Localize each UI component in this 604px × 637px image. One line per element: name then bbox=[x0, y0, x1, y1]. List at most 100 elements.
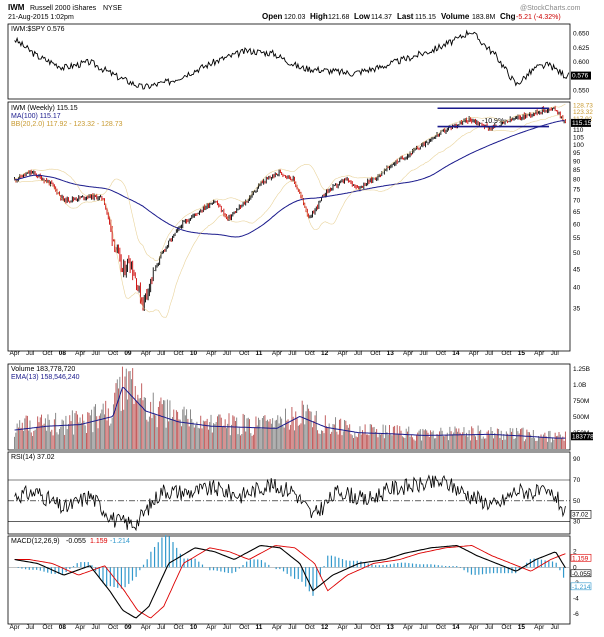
price-last-value: 115.15 bbox=[572, 120, 592, 127]
price-tick-11: 60 bbox=[573, 222, 581, 229]
rsi-tick-3: 30 bbox=[573, 519, 581, 526]
x-axis-label-bottom: Apr bbox=[206, 624, 217, 631]
x-axis-label-bottom: Oct bbox=[501, 624, 511, 631]
x-axis-label-bottom: Jul bbox=[485, 624, 494, 631]
bb-legend: BB(20,2.0) 117.92 - 123.32 - 128.73 bbox=[11, 121, 123, 128]
x-axis-label-bottom: Jul bbox=[551, 624, 560, 631]
x-axis-label-bottom: Apr bbox=[403, 624, 414, 631]
x-axis-label-mid: Apr bbox=[403, 350, 414, 357]
x-axis-label-mid: 11 bbox=[255, 350, 262, 357]
x-axis-label-mid: Apr bbox=[75, 350, 86, 357]
price-tick-1: 110 bbox=[573, 127, 584, 134]
rsi-tick-0: 90 bbox=[573, 456, 581, 463]
macd-panel-frame bbox=[7, 535, 571, 625]
x-axis-label-bottom: Oct bbox=[108, 624, 118, 631]
price-tick-15: 40 bbox=[573, 285, 581, 292]
ratio-tick-1: 0.625 bbox=[573, 45, 590, 52]
price-legend: IWM (Weekly) 115.15 bbox=[11, 105, 78, 112]
rsi-legend: RSI(14) 37.02 bbox=[11, 454, 55, 461]
volume-tick-3: 500M bbox=[573, 414, 589, 421]
x-axis-label-mid: Jul bbox=[551, 350, 560, 357]
macd-value-box-2 bbox=[570, 582, 592, 591]
x-axis-label-bottom: Oct bbox=[436, 624, 446, 631]
x-axis-label-bottom: Apr bbox=[141, 624, 152, 631]
price-tick-9: 70 bbox=[573, 197, 581, 204]
macd-value-label-1: -0.055 bbox=[572, 571, 591, 578]
macd-tick-0: 2 bbox=[573, 549, 577, 556]
rsi-tick-2: 50 bbox=[573, 498, 581, 505]
macd-value-label-0: 1.159 bbox=[572, 555, 589, 562]
high-value: 121.68 bbox=[328, 14, 350, 21]
volume-panel-frame bbox=[7, 363, 571, 451]
volume-value: 183.8M bbox=[472, 14, 496, 21]
ratio-tick-4: 0.550 bbox=[573, 87, 590, 94]
ma-legend: MA(100) 115.17 bbox=[11, 113, 61, 120]
high-label: High bbox=[310, 12, 328, 21]
macd-legend: MACD(12,26,9) bbox=[11, 538, 60, 545]
x-axis-label-bottom: Jul bbox=[92, 624, 101, 631]
x-axis-label-mid: Apr bbox=[141, 350, 152, 357]
volume-tick-2: 750M bbox=[573, 398, 589, 405]
macd-signal-legend-value: 1.159 bbox=[90, 538, 108, 545]
ratio-last-value: 0.576 bbox=[572, 73, 589, 80]
rsi-line bbox=[14, 474, 566, 532]
x-axis-label-bottom: Apr bbox=[337, 624, 348, 631]
volume-label: Volume bbox=[441, 12, 470, 21]
last-value: 115.15 bbox=[415, 14, 436, 21]
x-axis-label-mid: Jul bbox=[485, 350, 494, 357]
open-value: 120.03 bbox=[284, 14, 306, 21]
volume-last-value-box bbox=[571, 432, 593, 441]
x-axis-label-mid: Oct bbox=[436, 350, 446, 357]
x-axis-label-mid: 08 bbox=[59, 350, 67, 357]
x-axis-label-mid: 10 bbox=[190, 350, 198, 357]
price-last-value-box bbox=[571, 118, 591, 127]
x-axis-label-mid: Jul bbox=[288, 350, 297, 357]
drawdown-annotation: -10.9% bbox=[482, 118, 504, 125]
ma-100-line bbox=[14, 119, 566, 238]
price-tick-2: 105 bbox=[573, 134, 584, 141]
x-axis-label-bottom: Oct bbox=[370, 624, 380, 631]
x-axis-label-mid: Apr bbox=[272, 350, 283, 357]
x-axis-label-mid: Jul bbox=[419, 350, 428, 357]
low-value: 114.37 bbox=[371, 14, 392, 21]
x-axis-label-bottom: Apr bbox=[10, 624, 21, 631]
x-axis-label-mid: Jul bbox=[92, 350, 101, 357]
x-axis-label-mid: 12 bbox=[321, 350, 329, 357]
x-axis-label-bottom: Apr bbox=[469, 624, 480, 631]
chg-value: -5.21 (-4.32%) bbox=[516, 14, 561, 21]
x-axis-label-mid: 14 bbox=[452, 350, 460, 357]
volume-tick-0: 1.25B bbox=[573, 366, 590, 373]
price-tick-16: 35 bbox=[573, 306, 581, 313]
ratio-series-line bbox=[14, 29, 570, 90]
watermark: @StockCharts.com bbox=[520, 5, 581, 12]
x-axis-label-mid: Jul bbox=[354, 350, 363, 357]
x-axis-label-bottom: Apr bbox=[75, 624, 86, 631]
macd-tick-4: -6 bbox=[573, 611, 579, 618]
x-axis-label-mid: Oct bbox=[370, 350, 380, 357]
x-axis-label-bottom: 11 bbox=[255, 624, 262, 631]
bb-value-label-0: 128.73 bbox=[573, 103, 593, 110]
x-axis-label-mid: Apr bbox=[10, 350, 21, 357]
macd-value-box-1 bbox=[570, 569, 592, 578]
x-axis-label-mid: Oct bbox=[108, 350, 118, 357]
x-axis-label-bottom: 12 bbox=[321, 624, 329, 631]
x-axis-label-bottom: Oct bbox=[174, 624, 184, 631]
x-axis-label-bottom: 15 bbox=[518, 624, 526, 631]
x-axis-label-bottom: Apr bbox=[272, 624, 283, 631]
ratio-tick-0: 0.650 bbox=[573, 31, 590, 38]
volume-tick-1: 1.0B bbox=[573, 382, 586, 389]
price-tick-3: 100 bbox=[573, 142, 584, 149]
price-tick-14: 45 bbox=[573, 266, 581, 273]
x-axis-label-bottom: Oct bbox=[239, 624, 249, 631]
x-axis-label-mid: 15 bbox=[518, 350, 526, 357]
x-axis-label-bottom: 10 bbox=[190, 624, 198, 631]
x-axis-label-mid: Apr bbox=[469, 350, 480, 357]
x-axis-label-bottom: Jul bbox=[354, 624, 363, 631]
x-axis-label-mid: Oct bbox=[239, 350, 249, 357]
volume-ema-line bbox=[14, 387, 566, 439]
x-axis-label-mid: Oct bbox=[305, 350, 315, 357]
x-axis-label-bottom: Jul bbox=[419, 624, 428, 631]
price-tick-8: 75 bbox=[573, 187, 581, 194]
